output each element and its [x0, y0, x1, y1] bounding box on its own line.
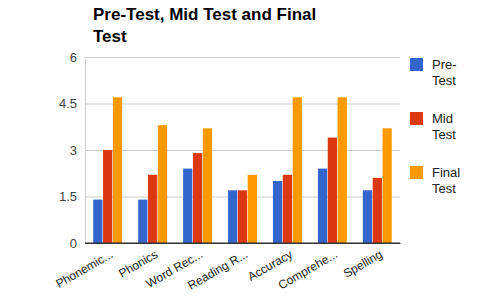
bar	[328, 138, 337, 243]
tick: 6	[70, 50, 400, 65]
grid-line	[85, 150, 400, 151]
bars	[93, 97, 392, 243]
tick-label: 6	[70, 50, 77, 65]
series	[113, 97, 392, 243]
bar	[103, 150, 112, 243]
bar	[293, 97, 302, 243]
legend: Pre-TestMidTestFinalTest	[410, 57, 460, 196]
tick-label: 3	[70, 143, 77, 158]
bar	[193, 153, 202, 243]
legend-swatch	[410, 112, 423, 125]
text-line: Test	[93, 27, 127, 46]
tick-label: Comprehe...	[276, 247, 340, 292]
tick-label: 4.5	[59, 96, 77, 111]
tick-label: Reading R...	[185, 247, 250, 292]
grid-line	[85, 104, 400, 105]
x-axis: Phonemic...PhonicsWord Rec...Reading R..…	[53, 244, 400, 293]
bar	[203, 128, 212, 243]
bar	[273, 181, 282, 243]
bar	[283, 175, 292, 243]
bar	[158, 125, 167, 243]
plot: 0 1.5 3 4.5 6 Phonemic...PhonicsWord Rec...Re…	[53, 50, 400, 293]
axis-line	[86, 243, 401, 244]
legend-swatch	[410, 58, 423, 71]
text-line: Test	[432, 181, 456, 196]
bar	[148, 175, 157, 243]
legend-label: MidTest	[432, 111, 456, 142]
bar	[93, 200, 102, 243]
y-axis: 0 1.5 3 4.5 6	[59, 50, 400, 251]
grid-line	[85, 57, 400, 58]
legend-item: FinalTest	[410, 165, 460, 196]
text-line: Pre-	[432, 57, 457, 72]
text-line: Test	[432, 73, 456, 88]
bar	[363, 190, 372, 243]
bar	[228, 190, 237, 243]
bar	[318, 169, 327, 243]
bar	[383, 128, 392, 243]
tick: 4.5	[59, 96, 400, 111]
bar	[183, 169, 192, 243]
bar	[338, 97, 347, 243]
bar	[248, 175, 257, 243]
text-line: Final	[432, 165, 460, 180]
tick: Spelling	[341, 247, 385, 280]
legend-label: Pre-Test	[432, 57, 457, 88]
tick-label: 0	[70, 236, 77, 251]
bar	[113, 97, 122, 243]
tick-label: Phonemic...	[53, 247, 115, 291]
text-line: Mid	[432, 111, 453, 126]
title: Pre-Test, Mid Test and Final Test	[93, 5, 316, 46]
legend-swatch	[410, 166, 423, 179]
legend-label: FinalTest	[432, 165, 460, 196]
chart: Pre-Test, Mid Test and Final Test 0 1.5 3 4.5…	[0, 0, 489, 302]
bar	[238, 190, 247, 243]
baseline	[85, 243, 400, 244]
tick-label: Spelling	[341, 247, 385, 280]
bar	[373, 178, 382, 243]
text-line: Test	[432, 127, 456, 142]
tick: Reading R...	[185, 247, 250, 292]
bar	[138, 200, 147, 243]
grid-line	[85, 243, 400, 244]
legend-item: MidTest	[410, 111, 456, 142]
legend-item: Pre-Test	[410, 57, 457, 88]
text-line: Pre-Test, Mid Test and Final	[93, 5, 316, 24]
tick: Phonemic...	[53, 247, 115, 291]
tick-label: 1.5	[59, 189, 77, 204]
tick: Comprehe...	[276, 247, 340, 292]
